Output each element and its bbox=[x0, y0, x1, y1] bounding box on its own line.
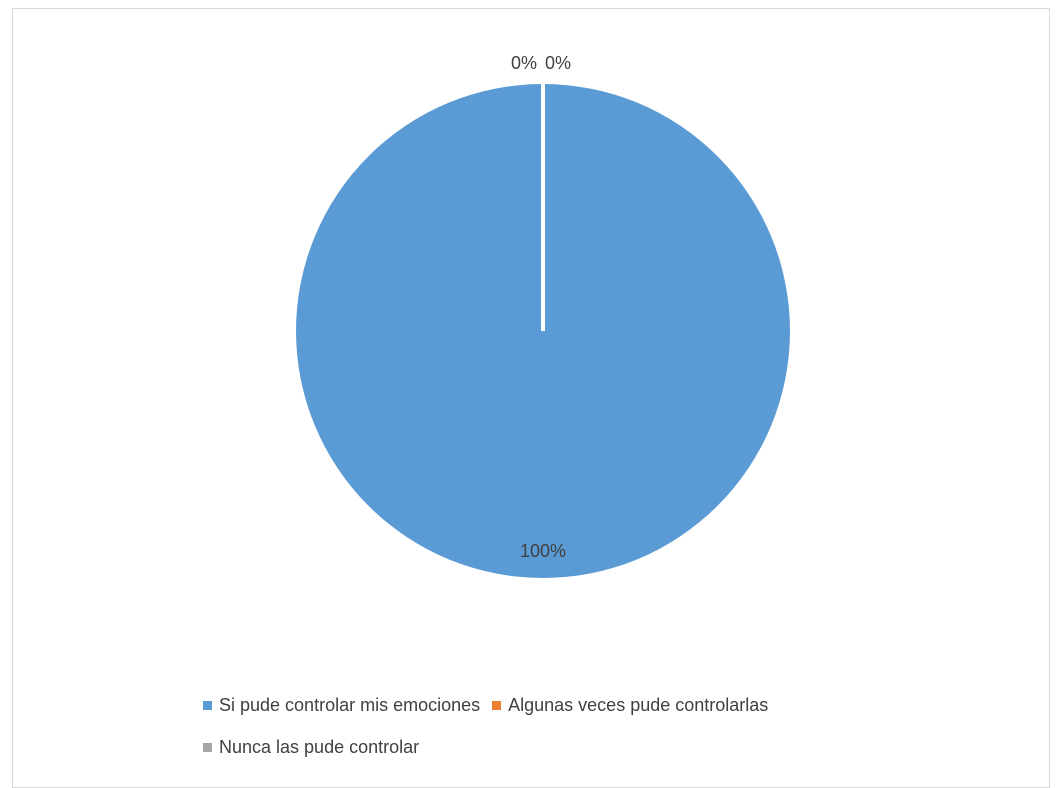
data-label-nunca: 0% bbox=[545, 53, 571, 73]
pie-chart: 100% 0% 0% bbox=[296, 53, 790, 578]
legend-item-nunca: Nunca las pude controlar bbox=[203, 737, 419, 758]
legend-label-si: Si pude controlar mis emociones bbox=[219, 695, 481, 715]
data-label-si: 100% bbox=[520, 541, 566, 561]
legend-swatch-si bbox=[203, 701, 212, 710]
legend-swatch-nunca bbox=[203, 743, 212, 752]
legend-row-2: Nunca las pude controlar bbox=[203, 737, 431, 758]
chart-area: 100% 0% 0% Si pude controlar mis emocion… bbox=[12, 8, 1050, 788]
legend-label-algunas: Algunas veces pude controlarlas bbox=[508, 695, 769, 715]
legend-row-1: Si pude controlar mis emociones Algunas … bbox=[203, 695, 780, 716]
legend-label-nunca: Nunca las pude controlar bbox=[219, 737, 420, 757]
legend-swatch-algunas bbox=[492, 701, 502, 710]
legend-item-si: Si pude controlar mis emociones bbox=[203, 695, 480, 716]
data-label-algunas: 0% bbox=[511, 53, 537, 73]
legend-item-algunas: Algunas veces pude controlarlas bbox=[492, 695, 768, 716]
